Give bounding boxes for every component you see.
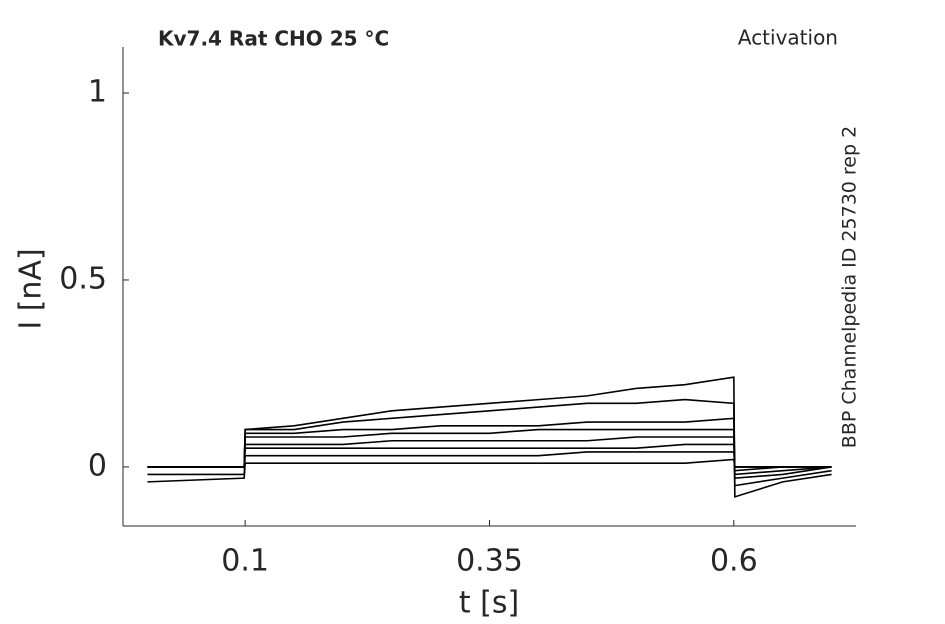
trace bbox=[147, 398, 832, 487]
y-axis-label: I [nA] bbox=[14, 248, 49, 329]
trace bbox=[147, 458, 832, 483]
x-tick-label: 0.1 bbox=[221, 544, 269, 579]
y-tick-label: 0.5 bbox=[59, 261, 107, 296]
y-tick-label: 1 bbox=[88, 74, 107, 109]
x-axis-label: t [s] bbox=[459, 586, 519, 621]
x-tick-label: 0.35 bbox=[456, 544, 523, 579]
y-tick-label: 0 bbox=[88, 448, 107, 483]
trace bbox=[147, 436, 832, 472]
x-tick-label: 0.6 bbox=[710, 544, 758, 579]
annotation: BBP Channelpedia ID 25730 rep 2 bbox=[839, 126, 861, 448]
chart-subtitle: Activation bbox=[738, 26, 838, 50]
chart-title: Kv7.4 Rat CHO 25 °C bbox=[158, 27, 389, 51]
